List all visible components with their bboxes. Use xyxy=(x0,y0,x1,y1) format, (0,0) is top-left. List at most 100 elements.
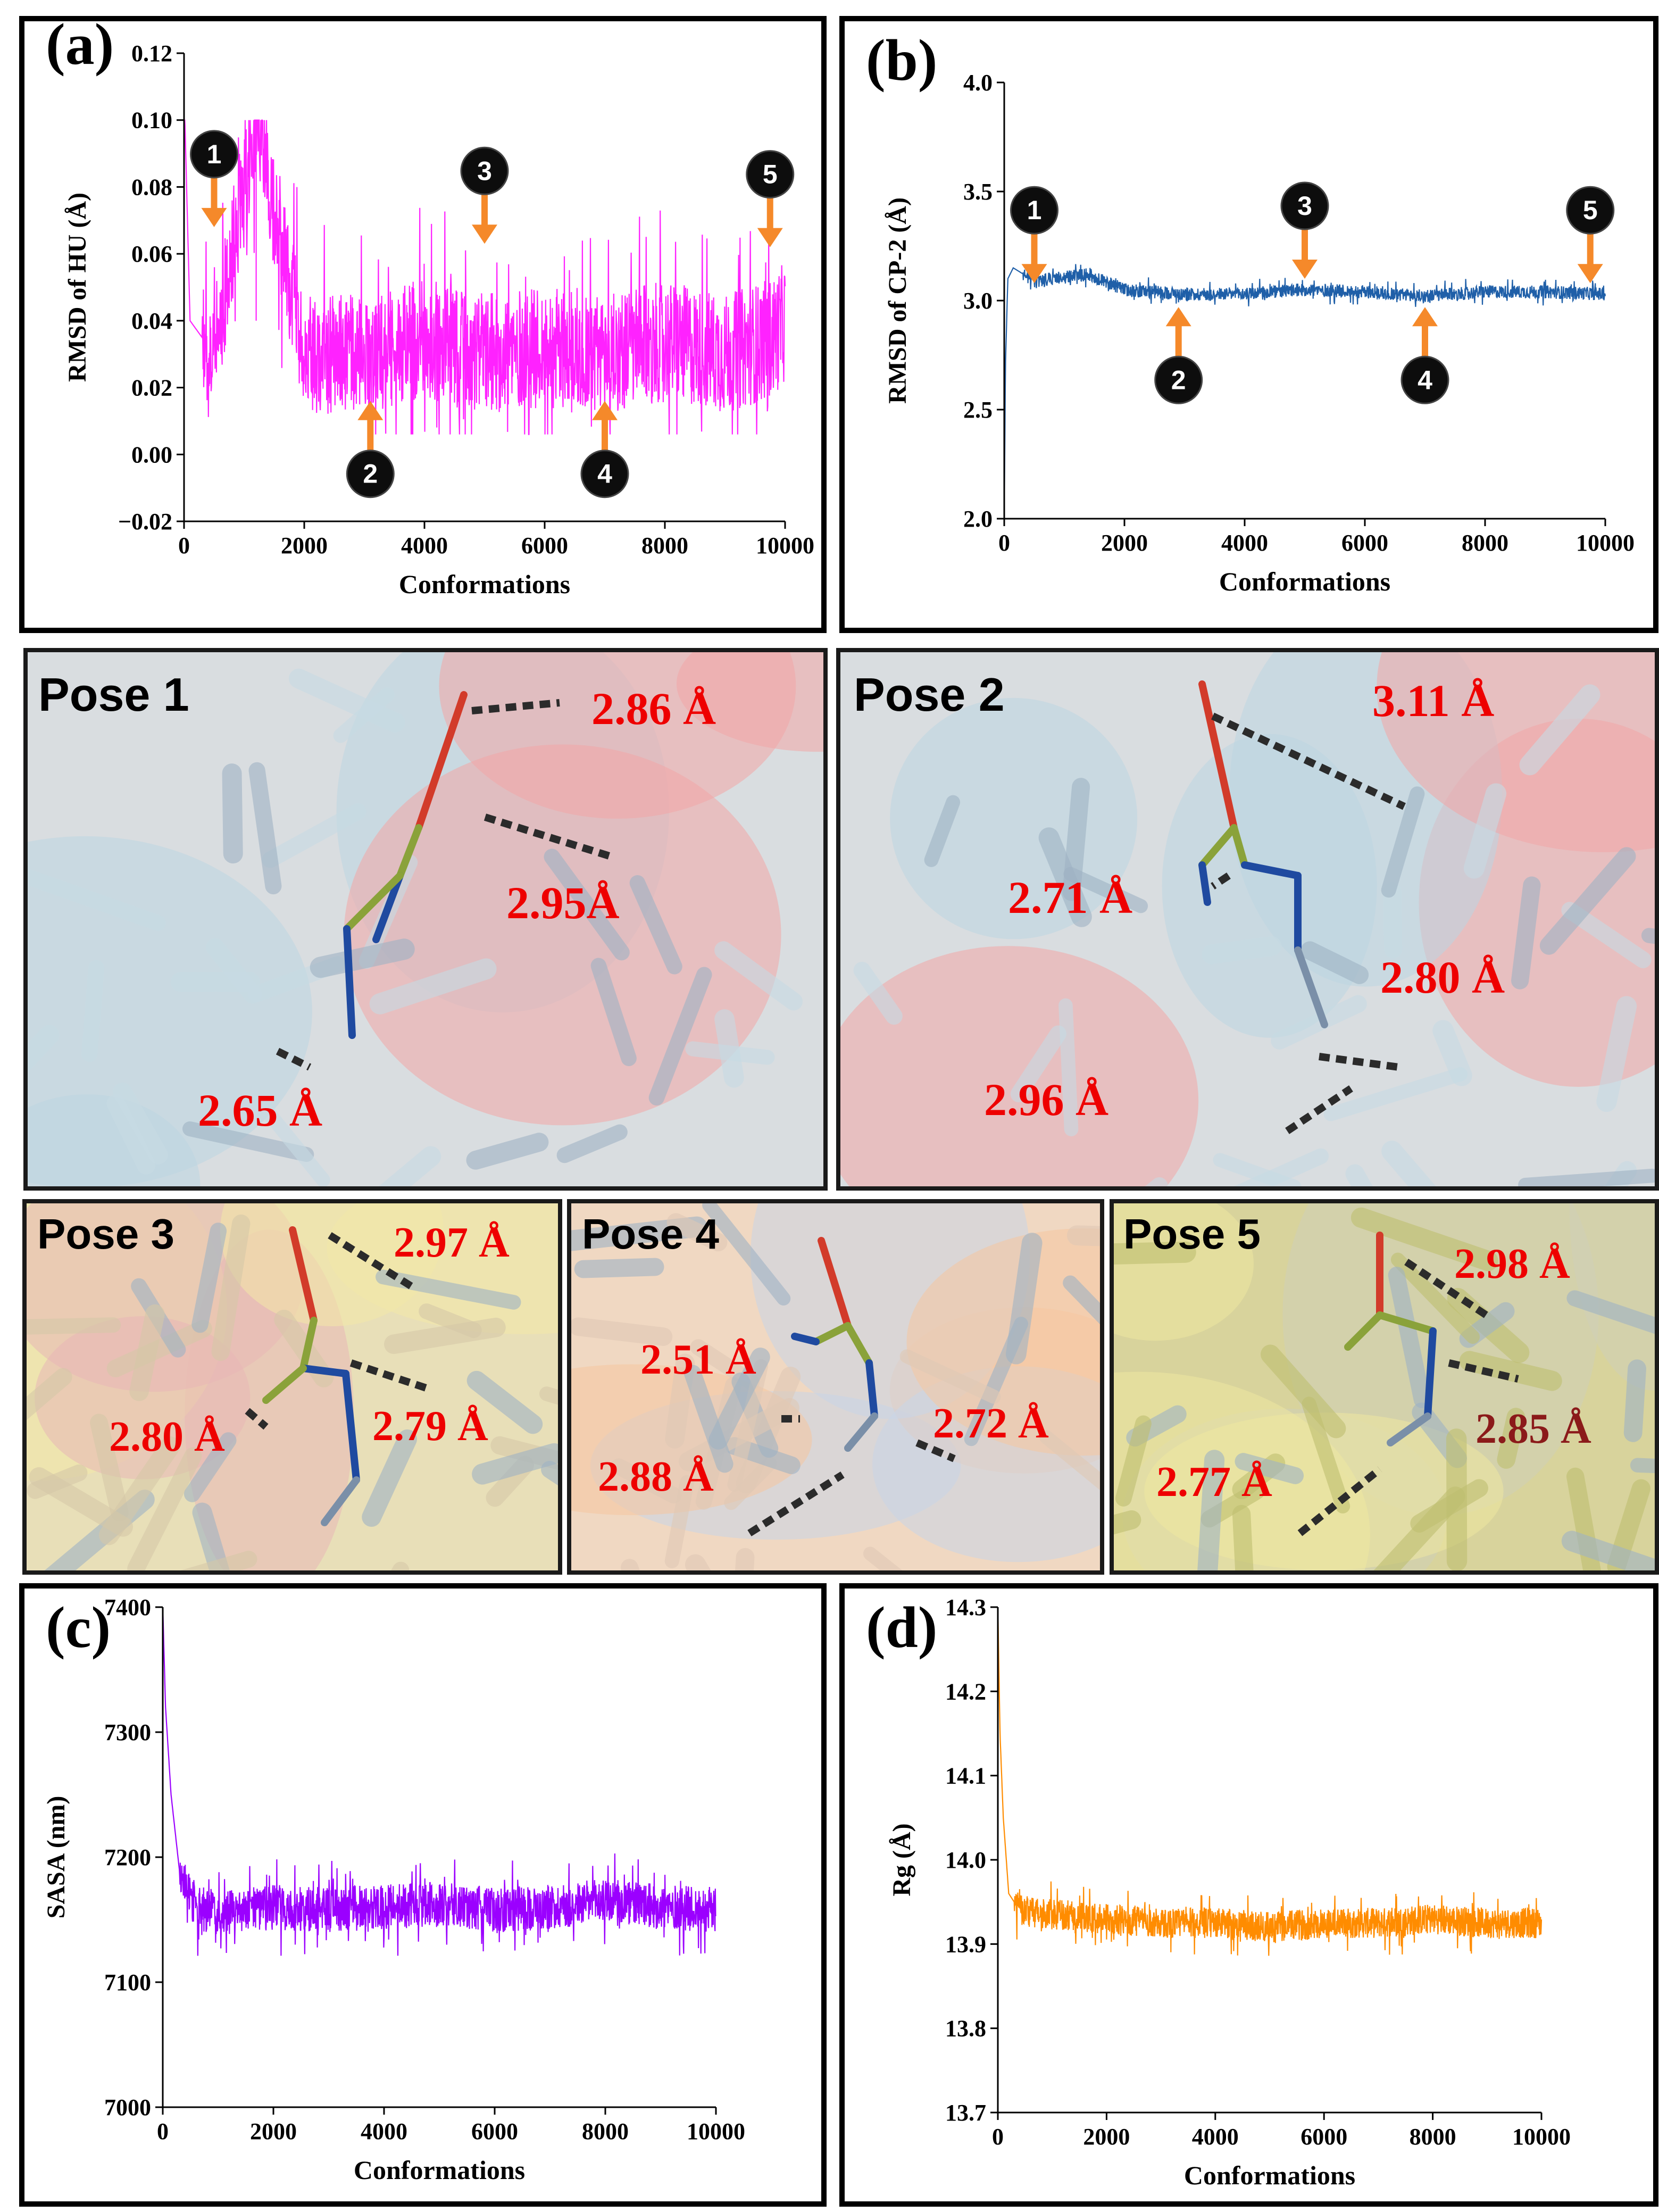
hbond-dashed-line xyxy=(471,699,560,714)
distance-label: 2.85 Å xyxy=(1475,1406,1591,1452)
frame-marker-2: 2 xyxy=(1154,307,1203,404)
x-tick-label: 0 xyxy=(178,533,190,559)
x-tick-label: 8000 xyxy=(582,2118,629,2144)
residue-stick xyxy=(211,1214,251,1361)
residue-stick xyxy=(1271,995,1367,1050)
y-tick-label: 14.3 xyxy=(945,1594,986,1620)
residue-stick xyxy=(964,1317,1028,1446)
y-tick-label: 7100 xyxy=(104,1969,151,1995)
ligand-bond xyxy=(396,824,422,879)
residue-stick xyxy=(472,1443,558,1485)
panel-label: (c) xyxy=(46,1595,111,1660)
marker-badge xyxy=(1280,181,1329,230)
y-tick-label: 0.00 xyxy=(131,442,172,468)
panel-label: (b) xyxy=(866,28,937,93)
marker-arrow-head xyxy=(201,207,227,227)
residue-stick xyxy=(384,1317,506,1354)
distance-label: 2.51 Å xyxy=(640,1336,756,1383)
x-axis-label: Conformations xyxy=(399,569,570,599)
residue-stick xyxy=(1373,1486,1465,1570)
marker-number: 3 xyxy=(1297,191,1312,221)
residue-stick xyxy=(863,1546,903,1570)
protein-surface xyxy=(840,946,1199,1186)
protein-surface xyxy=(439,652,796,819)
ligand-bond xyxy=(299,1365,349,1377)
x-tick-label: 2000 xyxy=(281,533,328,559)
residue-stick xyxy=(27,1368,72,1420)
residue-stick xyxy=(1010,1025,1066,1102)
ligand-bond xyxy=(1198,680,1238,831)
residue-stick xyxy=(182,1121,314,1162)
y-tick-label: 0.04 xyxy=(131,308,172,334)
ligand-bond xyxy=(1424,1327,1437,1420)
y-tick-label: 4.0 xyxy=(963,70,993,96)
protein-surface xyxy=(1114,1203,1254,1341)
hbond-dashed-line xyxy=(276,1047,312,1071)
ligand-bond xyxy=(299,1317,318,1372)
y-tick-label: 7300 xyxy=(104,1719,151,1745)
x-tick-label: 4000 xyxy=(1192,2124,1239,2150)
residue-stick xyxy=(192,1502,230,1570)
protein-surface xyxy=(28,836,312,1186)
residue-stick xyxy=(1114,1510,1141,1535)
y-axis-label: RMSD of HU (Å) xyxy=(63,193,91,382)
y-tick-label: −0.02 xyxy=(118,509,172,535)
residue-stick xyxy=(1630,1458,1655,1474)
hbond-dashed-line xyxy=(483,813,614,861)
residue-stick xyxy=(544,849,630,961)
x-tick-label: 0 xyxy=(992,2124,1004,2150)
y-tick-label: 14.1 xyxy=(945,1763,986,1789)
pose-2-image: Pose 2 3.11 Å 2.71 Å 2.80 Å 2.96 Å xyxy=(840,652,1655,1186)
distance-label: 2.88 Å xyxy=(598,1453,714,1500)
distance-label: 2.80 Å xyxy=(1380,952,1505,1003)
x-tick-label: 2000 xyxy=(1101,530,1148,556)
y-tick-label: 3.0 xyxy=(963,288,993,314)
marker-arrow-head xyxy=(1292,260,1318,279)
series-line-a xyxy=(184,119,786,435)
ligand-bond xyxy=(1198,861,1211,906)
residue-stick xyxy=(708,1348,770,1450)
residue-stick xyxy=(899,1349,1001,1404)
frame-marker-5: 5 xyxy=(1566,186,1615,284)
ligand-bond xyxy=(343,872,404,933)
x-tick-label: 10000 xyxy=(1512,2124,1571,2150)
ligand-bond xyxy=(262,1365,307,1404)
marker-arrow-head xyxy=(592,401,618,420)
x-tick-label: 6000 xyxy=(1341,530,1388,556)
frame-marker-3: 3 xyxy=(460,146,509,244)
y-tick-label: 0.06 xyxy=(131,241,172,267)
frame-marker-4: 4 xyxy=(1400,307,1449,404)
x-tick-label: 10000 xyxy=(687,2118,745,2144)
marker-badge xyxy=(190,130,238,179)
y-tick-label: 0.12 xyxy=(131,40,172,66)
residue-stick xyxy=(714,1009,744,1088)
residue-stick xyxy=(29,1467,134,1537)
hbond-dashed-line xyxy=(349,1359,432,1393)
x-tick-label: 10000 xyxy=(756,533,814,559)
residue-stick xyxy=(1350,1207,1498,1271)
residue-stick xyxy=(1232,1504,1254,1570)
distance-label: 2.95Å xyxy=(506,877,620,928)
distance-label: 2.79 Å xyxy=(372,1403,488,1450)
y-tick-label: 3.5 xyxy=(963,179,993,205)
y-tick-label: 13.8 xyxy=(945,2016,986,2042)
x-axis-label: Conformations xyxy=(1184,2160,1355,2190)
marker-number: 5 xyxy=(1583,195,1598,225)
distance-label: 2.98 Å xyxy=(1454,1241,1570,1287)
series-line-d xyxy=(997,1607,1543,1956)
ligand-bond xyxy=(818,1237,852,1329)
ligand-bond xyxy=(1387,1412,1431,1446)
residue-stick xyxy=(1063,867,1148,913)
distance-label: 2.65 Å xyxy=(198,1085,322,1136)
residue-stick xyxy=(262,803,366,868)
residue-stick xyxy=(1260,1344,1346,1438)
residue-stick xyxy=(1596,996,1637,1112)
x-tick-label: 6000 xyxy=(471,2118,518,2144)
residue-stick xyxy=(664,1475,695,1568)
y-tick-label: 7000 xyxy=(104,2094,151,2120)
marker-arrow-head xyxy=(757,228,783,247)
y-tick-label: 14.0 xyxy=(945,1847,986,1873)
residue-stick xyxy=(574,1258,664,1278)
marker-number: 5 xyxy=(763,160,778,189)
residue-stick xyxy=(191,1223,227,1333)
